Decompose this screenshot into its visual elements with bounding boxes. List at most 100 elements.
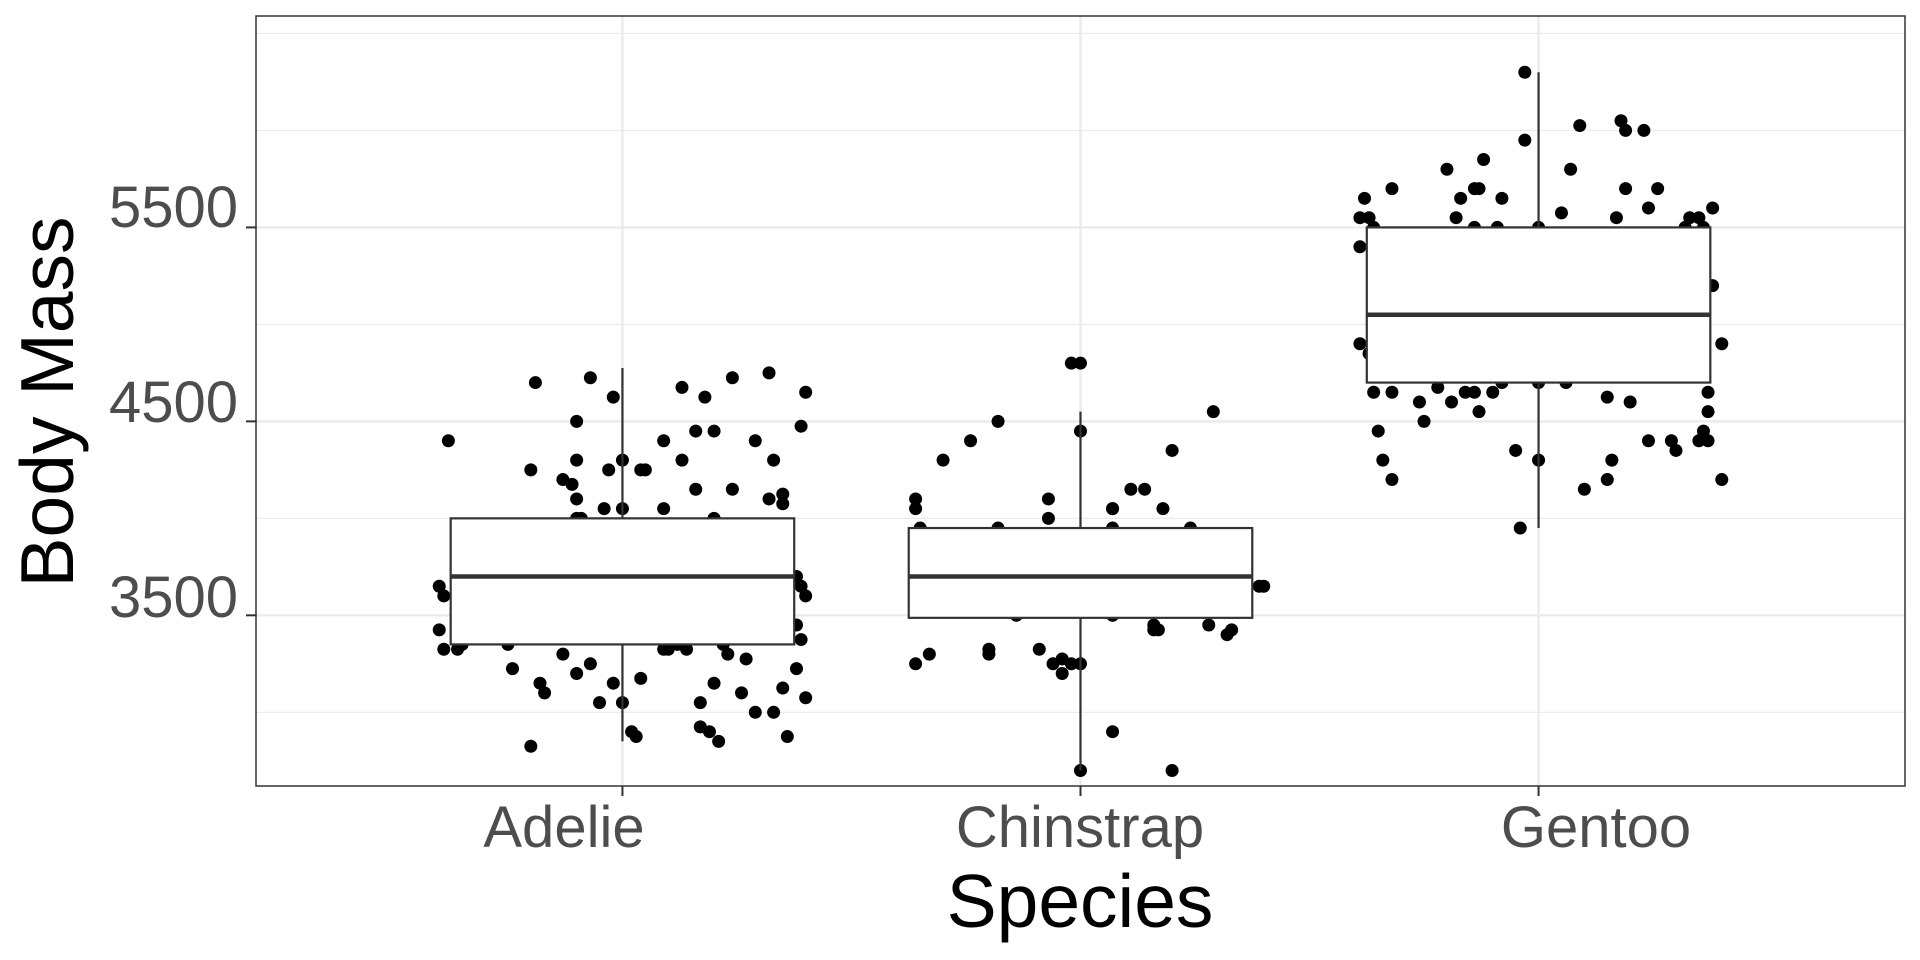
data-point <box>1357 191 1371 205</box>
data-point <box>625 725 639 739</box>
data-point <box>1064 356 1078 370</box>
data-point <box>538 686 552 700</box>
data-point <box>1431 380 1445 394</box>
data-point <box>767 705 781 719</box>
axis-ticks <box>246 226 1540 796</box>
data-point <box>1124 482 1138 496</box>
data-point <box>1353 337 1367 351</box>
data-point <box>1147 623 1161 637</box>
data-point <box>441 434 455 448</box>
data-point <box>634 463 648 477</box>
data-point <box>1449 211 1463 225</box>
data-point <box>1220 628 1234 642</box>
data-point <box>606 390 620 404</box>
y-tick-label: 5500 <box>109 175 238 240</box>
data-point <box>432 579 446 593</box>
data-point <box>1074 356 1087 370</box>
data-point <box>1376 453 1390 467</box>
data-point <box>1417 414 1431 428</box>
y-tick-label: 3500 <box>109 565 238 630</box>
data-point <box>533 676 547 690</box>
iqr-box <box>907 526 1254 619</box>
data-point <box>693 696 707 710</box>
data-point <box>936 453 950 467</box>
data-point <box>748 705 762 719</box>
data-point <box>1641 434 1655 448</box>
data-point <box>1367 385 1381 399</box>
data-point <box>964 434 978 448</box>
data-point <box>922 647 936 661</box>
data-point <box>1486 385 1500 399</box>
data-point <box>1477 153 1491 167</box>
data-point <box>1513 521 1527 535</box>
data-point <box>1138 482 1152 496</box>
y-tick-label: 4500 <box>109 370 238 435</box>
data-point <box>1165 763 1179 777</box>
data-point <box>1619 182 1633 196</box>
data-point <box>991 414 1005 428</box>
data-point <box>1156 502 1170 516</box>
data-point <box>776 681 790 695</box>
data-point <box>1518 133 1532 147</box>
data-point <box>721 647 735 661</box>
data-point <box>1445 395 1459 409</box>
data-point <box>570 492 584 506</box>
data-point <box>794 633 808 647</box>
data-point <box>748 434 762 448</box>
data-point <box>780 730 794 744</box>
data-point <box>1509 443 1523 457</box>
data-point <box>799 589 813 603</box>
data-point <box>528 376 542 390</box>
data-point <box>1495 191 1509 205</box>
data-point <box>1252 579 1266 593</box>
data-point <box>762 366 776 380</box>
data-point <box>1573 119 1587 133</box>
data-point <box>735 686 749 700</box>
data-point <box>1454 191 1468 205</box>
data-point <box>583 371 597 385</box>
data-point <box>1651 182 1665 196</box>
data-point <box>657 434 671 448</box>
data-point <box>1554 206 1568 220</box>
data-point <box>1577 482 1591 496</box>
data-point <box>1371 424 1385 438</box>
data-point <box>1041 511 1055 525</box>
x-tick-label: Chinstrap <box>956 795 1204 860</box>
data-point <box>794 579 808 593</box>
data-point <box>1440 162 1454 176</box>
data-point <box>1206 405 1220 419</box>
data-point <box>1623 395 1637 409</box>
data-point <box>739 652 753 666</box>
data-point <box>1715 337 1729 351</box>
data-point <box>799 385 813 399</box>
data-point <box>1467 385 1481 399</box>
data-point <box>776 487 790 501</box>
data-point <box>506 662 520 676</box>
data-point <box>1692 211 1706 225</box>
data-point <box>1706 201 1720 215</box>
data-point <box>1412 395 1426 409</box>
box-gentoo <box>1365 72 1712 529</box>
iqr-box <box>449 517 796 646</box>
data-point <box>657 502 671 516</box>
data-point <box>675 453 689 467</box>
iqr-box <box>1365 226 1712 384</box>
data-point <box>524 463 538 477</box>
data-point <box>702 725 716 739</box>
data-point <box>1619 123 1633 137</box>
box-adelie <box>449 368 796 742</box>
data-point <box>799 691 813 705</box>
data-point <box>707 424 721 438</box>
data-point <box>1385 182 1399 196</box>
data-point <box>556 647 570 661</box>
data-point <box>725 371 739 385</box>
data-point <box>1614 114 1628 128</box>
data-point <box>1696 424 1710 438</box>
data-point <box>707 676 721 690</box>
data-point <box>1701 405 1715 419</box>
data-point <box>606 676 620 690</box>
data-point <box>593 696 607 710</box>
data-point <box>602 463 616 477</box>
data-point <box>1165 443 1179 457</box>
